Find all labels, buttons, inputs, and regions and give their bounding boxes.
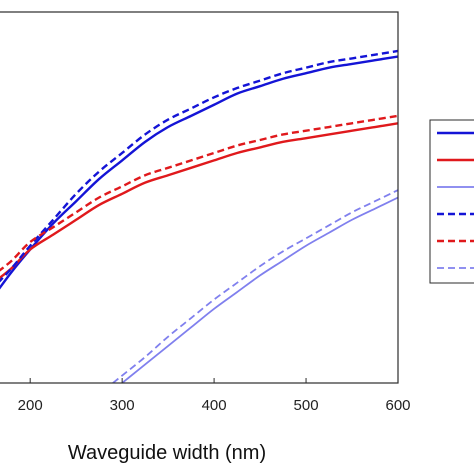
plot-area-frame — [0, 11, 399, 384]
series-layer — [0, 49, 398, 383]
x-tick-label: 600 — [385, 397, 410, 414]
legend — [437, 131, 474, 269]
series-line-5 — [0, 114, 398, 272]
legend-box — [429, 119, 474, 284]
x-tick-label: 400 — [202, 397, 227, 414]
series-line-3 — [121, 196, 398, 383]
series-line-2 — [0, 122, 398, 280]
x-tick-label: 300 — [110, 397, 135, 414]
x-axis-ticks: 200 300 400 500 600 — [18, 378, 411, 414]
series-line-1 — [0, 55, 398, 290]
x-tick-label: 500 — [294, 397, 319, 414]
series-line-4 — [0, 49, 398, 283]
series-line-6 — [112, 189, 398, 383]
x-tick-label: 200 — [18, 397, 43, 414]
x-axis-label: Waveguide width (nm) — [68, 442, 266, 464]
